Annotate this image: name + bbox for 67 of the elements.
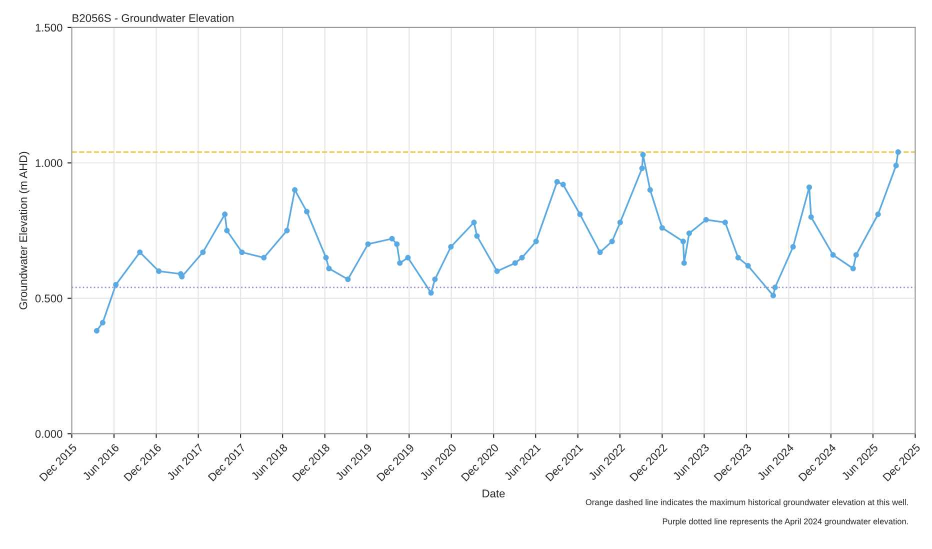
point [389,236,395,242]
point [533,238,539,244]
point [735,254,741,260]
point [292,187,298,193]
point [326,266,332,272]
point [703,216,709,223]
point [239,249,245,256]
x-axis-title: Date [482,490,505,498]
y-axis-title: Groundwater Elevation (m AHD) [19,152,30,310]
point [617,220,623,226]
point [659,225,665,231]
point [494,268,500,274]
text: Purple dotted line represents the April 2024 groundwater elevation. [662,518,908,526]
point [686,230,692,236]
point [639,166,645,172]
y-tick-label: 1.000 [36,159,62,168]
point [432,276,438,282]
point [474,233,480,239]
point [304,208,310,214]
point [137,249,143,256]
point [554,179,560,185]
point [722,220,728,226]
point [512,260,518,266]
y-tick-label: 0.500 [35,294,62,302]
point [577,212,583,218]
point [405,254,411,260]
point [790,244,796,250]
point [895,149,901,155]
point [745,263,751,269]
point [519,254,525,260]
point [681,260,687,266]
point [365,241,371,247]
point [284,228,290,234]
point [345,276,351,282]
point [156,268,162,274]
point [224,228,230,234]
point [323,254,329,260]
point [113,282,119,288]
point [597,249,603,256]
chart-title: B2056S - Groundwater Elevation [72,14,234,22]
point [100,320,106,326]
point [200,249,206,256]
point [808,214,814,220]
point [428,290,434,296]
point [770,292,776,298]
point [394,241,400,247]
point [471,220,477,226]
text: Orange dashed line indicates the maximum historical groundwater elevation at this well. [586,499,908,507]
point [222,212,228,218]
point [875,212,881,218]
point [680,238,686,244]
y-tick-label: 0.000 [35,430,62,438]
point [94,328,100,334]
point [640,152,646,158]
point [893,162,899,168]
point [397,260,403,266]
point [850,266,856,272]
y-tick-label: 1.500 [36,24,62,32]
point [806,184,812,190]
point [830,252,836,258]
point [647,187,653,193]
point [261,254,267,260]
point [772,284,778,290]
point [560,182,566,188]
point [609,238,615,244]
point [448,244,454,250]
point [853,252,859,258]
